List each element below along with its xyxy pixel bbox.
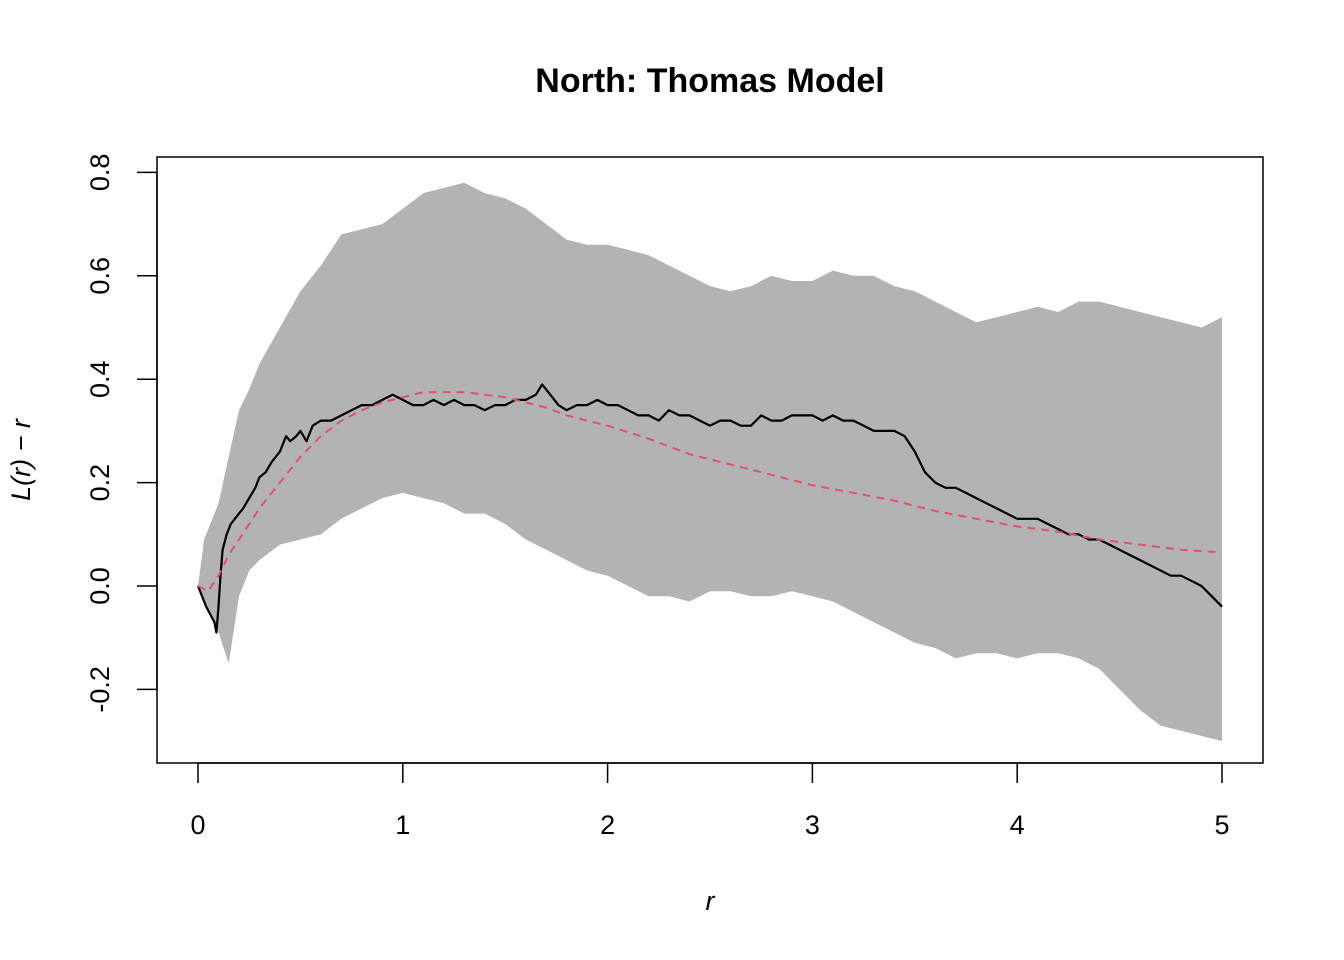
- y-tick-label: -0.2: [85, 666, 115, 713]
- y-tick-label: 0.8: [85, 154, 115, 192]
- y-axis-label: L(r) − r: [6, 418, 36, 501]
- x-tick-label: 0: [190, 810, 205, 840]
- y-tick-label: 0.2: [85, 464, 115, 502]
- x-axis-label: r: [706, 886, 716, 916]
- y-tick-label: 0.4: [85, 360, 115, 398]
- simulation-envelope-area: [198, 182, 1222, 742]
- x-tick-label: 3: [805, 810, 820, 840]
- x-axis: 0 1 2 3 4 5: [190, 762, 1230, 840]
- y-tick-label: 0.0: [85, 567, 115, 605]
- x-tick-label: 4: [1010, 810, 1025, 840]
- plot-area: [196, 182, 1223, 742]
- x-tick-label: 1: [395, 810, 410, 840]
- y-axis: -0.2 0.0 0.2 0.4 0.6 0.8: [85, 154, 158, 713]
- x-tick-label: 5: [1214, 810, 1229, 840]
- y-tick-label: 0.6: [85, 257, 115, 295]
- observed-series-line: [196, 383, 1223, 634]
- theoretical-series-line: [197, 391, 1223, 593]
- chart-title: North: Thomas Model: [535, 62, 884, 100]
- x-tick-label: 2: [600, 810, 615, 840]
